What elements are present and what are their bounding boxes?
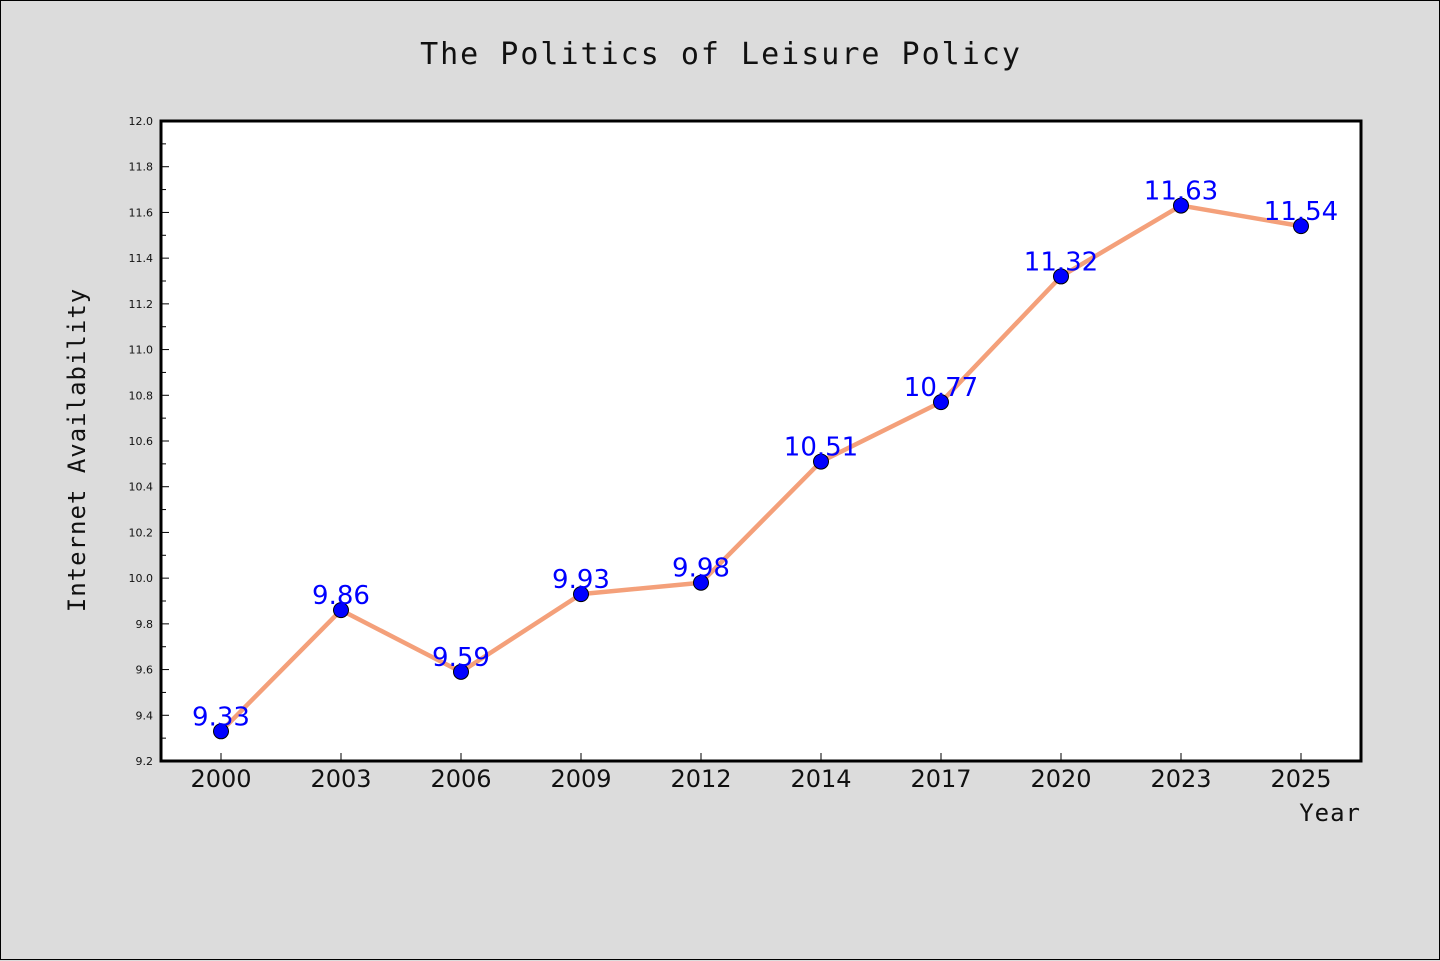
y-tick-label: 9.6 (136, 664, 154, 677)
x-tick-label: 2009 (550, 765, 611, 793)
x-tick-label: 2017 (910, 765, 971, 793)
x-tick-label: 2020 (1030, 765, 1091, 793)
data-label: 9.33 (192, 702, 250, 732)
data-point (693, 574, 709, 591)
plot-area (159, 119, 1363, 763)
data-label: 9.98 (672, 554, 730, 584)
y-tick-label: 9.8 (136, 618, 154, 631)
data-markers (213, 197, 1309, 740)
y-tick-label: 10.4 (129, 481, 154, 494)
x-tick-label: 2012 (670, 765, 731, 793)
y-axis: 9.2 9.4 9.6 9.8 10.0 10.2 10.4 10.6 10.8 11.0 11.2… (129, 115, 169, 768)
data-label: 9.59 (432, 643, 490, 673)
chart-title: The Politics of Leisure Policy (420, 37, 1022, 72)
data-label: 10.51 (784, 433, 858, 463)
data-point (1293, 218, 1309, 235)
series-line (218, 203, 1304, 734)
data-point (1053, 268, 1069, 285)
data-label: 11.32 (1024, 247, 1098, 277)
y-tick-label: 10.0 (129, 572, 154, 585)
x-axis: 2000 2003 2006 2009 2012 2014 2017 2020 2023 2025 (190, 753, 1332, 793)
y-tick-label: 10.2 (129, 526, 154, 539)
x-tick-label: 2000 (190, 765, 251, 793)
data-labels: 9.33 9.86 9.59 9.93 9.98 10.51 10.77 11.32 11.63… (192, 177, 1338, 733)
x-tick-label: 2023 (1150, 765, 1211, 793)
data-label: 9.86 (312, 581, 370, 611)
data-label: 9.93 (552, 565, 610, 595)
data-point (213, 723, 229, 740)
data-point (453, 663, 469, 680)
x-axis-title: Year (1299, 799, 1361, 827)
y-tick-label: 12.0 (129, 115, 154, 128)
y-tick-label: 10.6 (129, 435, 154, 448)
x-tick-label: 2025 (1270, 765, 1331, 793)
data-point (933, 394, 949, 411)
y-tick-label: 9.2 (136, 755, 154, 768)
y-tick-label: 11.6 (129, 206, 154, 219)
data-point (573, 586, 589, 603)
data-point (813, 453, 829, 470)
x-tick-label: 2014 (790, 765, 851, 793)
y-axis-title: Internet Availability (63, 288, 91, 612)
data-label: 11.63 (1144, 177, 1218, 207)
data-point (333, 602, 349, 619)
x-tick-label: 2006 (430, 765, 491, 793)
data-label: 10.77 (904, 373, 978, 403)
y-tick-label: 11.2 (129, 298, 154, 311)
data-label: 11.54 (1264, 197, 1338, 227)
y-tick-label: 9.4 (136, 709, 154, 722)
x-tick-label: 2003 (310, 765, 371, 793)
data-point (1173, 197, 1189, 214)
y-tick-label: 11.8 (129, 161, 154, 174)
y-tick-label: 11.0 (129, 344, 154, 357)
y-tick-label: 10.8 (129, 389, 154, 402)
y-tick-label: 11.4 (129, 252, 154, 265)
